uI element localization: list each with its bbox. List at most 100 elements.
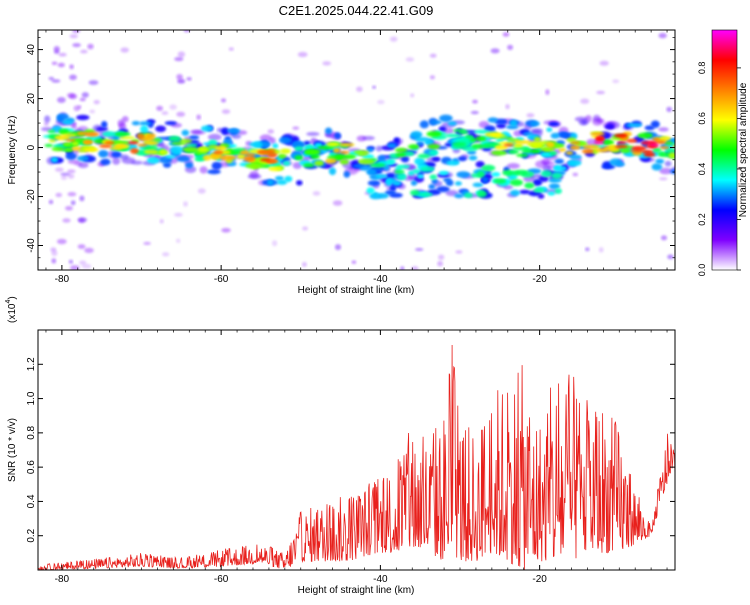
spectrogram-cell <box>50 157 59 163</box>
spectrogram-cell <box>208 139 217 145</box>
spectrogram-cell <box>510 179 523 187</box>
spectrogram-cell <box>595 136 605 142</box>
spectrogram-cell <box>239 150 250 155</box>
spectrogram-cell <box>664 160 672 167</box>
spectrogram-cell <box>572 172 579 177</box>
spectrogram-cell <box>145 133 156 139</box>
spectrogram-y-tick-label: 40 <box>26 44 37 56</box>
spectrogram-cell <box>481 164 496 172</box>
spectrogram-cell <box>60 175 68 180</box>
spectrogram-cell <box>659 177 668 181</box>
spectrogram-cell <box>339 154 357 160</box>
spectrogram-cell <box>506 163 520 169</box>
snr-scale-exponent: 4 <box>5 300 12 304</box>
spectrogram-cell <box>236 154 246 160</box>
spectrogram-cell <box>554 158 564 164</box>
spectrogram-cell <box>164 121 177 126</box>
colorbar-tick-label: 0.6 <box>697 112 707 125</box>
spectrogram-cell <box>420 166 435 172</box>
spectrogram-cell <box>546 127 553 132</box>
spectrogram-y-tick-label: 20 <box>26 93 37 105</box>
spectrogram-cell <box>472 182 484 188</box>
spectrogram-cell <box>55 192 63 198</box>
spectrogram-cell <box>175 238 181 243</box>
spectrogram-cell <box>389 36 398 42</box>
spectrogram-cell <box>96 126 108 132</box>
spectrogram-cell <box>637 132 653 139</box>
spectrogram-cell <box>207 133 222 141</box>
spectrogram-cell <box>387 143 397 149</box>
colorbar: 0.0 0.2 0.4 0.6 0.8 Normalized spectral ampl… <box>697 29 749 276</box>
spectrogram-cell <box>470 110 479 115</box>
spectrogram-cell <box>496 123 507 129</box>
spectrogram-cell <box>386 158 396 164</box>
spectrogram-cell <box>424 139 433 145</box>
spectrogram-cell <box>631 146 647 151</box>
spectrogram-cell <box>272 240 278 247</box>
spectrogram-cell <box>317 145 334 150</box>
spectrogram-cell <box>189 129 203 134</box>
spectrogram-cell <box>414 157 425 166</box>
spectrogram-cell <box>510 120 518 127</box>
spectrogram-cell <box>165 155 176 159</box>
spectrogram-x-tick-label: -40 <box>373 274 388 285</box>
spectrogram-cell <box>438 170 449 176</box>
spectrogram-cell <box>366 147 374 153</box>
spectrogram-cell <box>328 167 337 176</box>
spectrogram-cell <box>213 150 224 154</box>
spectrogram-cell <box>186 143 198 148</box>
spectrogram-cell <box>304 150 321 155</box>
spectrogram-cell <box>310 154 320 159</box>
spectrogram-cell <box>67 159 80 165</box>
spectrogram-cell <box>159 219 164 224</box>
spectrogram-cell <box>282 160 291 166</box>
spectrogram-cell <box>81 92 89 98</box>
spectrogram-cell <box>79 97 86 102</box>
spectrogram-cell <box>465 135 474 139</box>
spectrogram-y-tick-label: 0 <box>26 144 37 150</box>
spectrogram-cell <box>56 115 64 123</box>
spectrogram-cell <box>51 61 58 65</box>
spectrogram-cell <box>581 148 594 154</box>
spectrogram-cell <box>198 147 208 152</box>
spectrogram-cell <box>554 165 561 170</box>
spectrogram-cell <box>412 169 421 174</box>
spectrogram-cell <box>651 163 663 171</box>
spectrogram-cell <box>69 93 78 100</box>
spectrogram-cell <box>549 150 557 156</box>
spectrogram-xlabel: Height of straight line (km) <box>298 285 415 296</box>
spectrogram-cell <box>269 137 276 145</box>
spectrogram-cell <box>176 74 183 80</box>
spectrogram-cell <box>185 162 194 169</box>
spectrogram-cell <box>419 120 429 129</box>
spectrogram-cell <box>169 104 177 110</box>
spectrogram-cell <box>80 49 88 54</box>
spectrogram-cell <box>69 74 77 81</box>
spectrogram-cell <box>93 100 100 105</box>
colorbar-tick-label: 0.2 <box>697 213 707 226</box>
spectrogram-cell <box>375 145 383 152</box>
figure-title: C2E1.2025.044.22.41.G09 <box>279 3 434 18</box>
spectrogram-y-tick-label: -40 <box>26 238 37 253</box>
spectrogram-cell <box>389 185 397 192</box>
spectrogram-cell <box>469 138 477 142</box>
spectrogram-cell <box>137 143 148 147</box>
spectrogram-cell <box>170 145 184 154</box>
spectrogram-cell <box>455 250 463 254</box>
spectrogram-cell <box>598 247 604 253</box>
spectrogram-cell <box>226 128 241 133</box>
spectrogram-cell <box>48 139 56 143</box>
spectrogram-cell <box>426 131 442 137</box>
spectrogram-cell <box>457 156 467 162</box>
spectrogram-cell <box>325 158 337 164</box>
spectrogram-cell <box>277 179 288 185</box>
snr-panel: -80 -60 -40 -20 0.2 0.4 0.6 0.8 1.0 1.2 Height of… <box>5 296 676 596</box>
spectrogram-cell <box>357 152 368 156</box>
spectrogram-cell <box>437 260 443 267</box>
spectrogram-cell <box>179 139 193 144</box>
spectrogram-cell <box>666 106 673 113</box>
spectrogram-cell <box>410 131 423 138</box>
spectrogram-cell <box>385 178 393 186</box>
spectrogram-cell <box>111 151 122 158</box>
spectrogram-cell <box>326 141 340 147</box>
